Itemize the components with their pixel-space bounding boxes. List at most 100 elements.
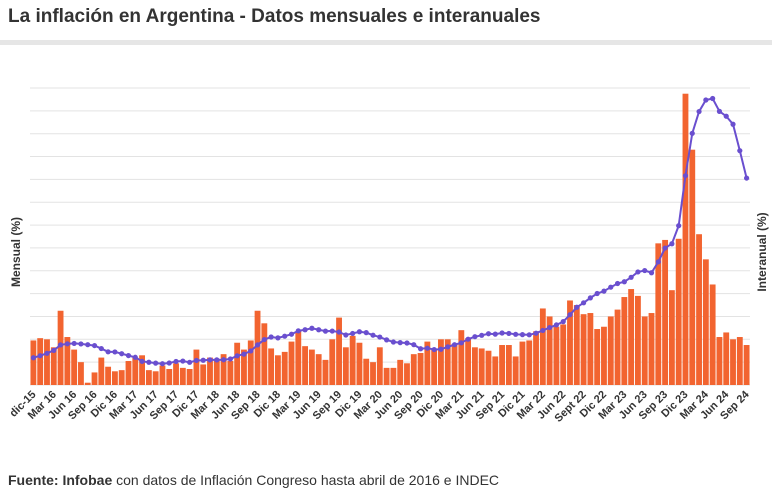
bar — [662, 239, 669, 385]
point — [533, 330, 539, 336]
bar — [390, 367, 397, 385]
point — [669, 241, 675, 247]
point — [71, 340, 77, 347]
point — [499, 330, 505, 336]
point — [37, 353, 43, 359]
point — [105, 349, 111, 355]
bar — [682, 93, 689, 385]
bar — [716, 337, 723, 385]
footer: Fuente: Infobae con datos de Inflación C… — [8, 472, 499, 488]
point — [98, 345, 104, 352]
point — [682, 173, 689, 179]
point — [78, 341, 84, 347]
bar — [376, 347, 383, 385]
bar — [404, 363, 410, 385]
point — [628, 274, 634, 280]
bar — [451, 343, 458, 385]
point — [540, 327, 546, 334]
bar — [628, 289, 635, 385]
bar — [71, 349, 78, 385]
point — [404, 340, 410, 346]
point — [363, 330, 369, 336]
bar — [159, 365, 166, 385]
point — [601, 288, 607, 294]
bar — [383, 367, 390, 385]
bar — [546, 316, 553, 385]
point — [119, 351, 125, 357]
bar — [64, 337, 71, 385]
bar — [247, 340, 254, 385]
bar — [675, 238, 682, 385]
bar — [336, 317, 342, 385]
point — [343, 332, 349, 338]
point — [200, 357, 206, 363]
point — [282, 333, 288, 339]
title-rule — [0, 40, 772, 45]
point — [336, 329, 342, 335]
point — [207, 357, 213, 363]
bar — [356, 342, 363, 385]
point — [125, 352, 132, 359]
bar — [139, 355, 145, 385]
bar — [431, 348, 438, 385]
point — [64, 341, 70, 347]
point — [159, 361, 166, 367]
bar — [567, 300, 573, 385]
bar — [702, 259, 709, 385]
point — [648, 270, 655, 276]
bar — [207, 357, 213, 385]
bar — [743, 345, 750, 385]
point — [689, 130, 695, 136]
point — [635, 269, 641, 275]
bar — [709, 284, 716, 385]
bar — [736, 337, 743, 385]
point — [51, 347, 57, 353]
point — [730, 121, 736, 127]
point — [472, 334, 478, 340]
point — [173, 358, 179, 365]
point — [248, 348, 254, 354]
bar — [302, 346, 309, 385]
bar — [648, 313, 655, 385]
bar — [200, 364, 207, 385]
bar — [78, 362, 84, 385]
point — [445, 344, 451, 350]
bar — [594, 329, 601, 385]
point — [526, 332, 532, 338]
point — [153, 360, 159, 366]
bar — [234, 342, 241, 385]
bar — [220, 354, 227, 385]
bar — [370, 362, 376, 385]
bar — [621, 297, 628, 385]
bar — [152, 371, 159, 385]
point — [431, 346, 437, 353]
bar — [730, 339, 736, 385]
bar — [342, 347, 349, 385]
point — [621, 279, 627, 285]
point — [146, 359, 152, 365]
bar — [607, 316, 614, 385]
bar — [295, 331, 302, 385]
point — [261, 336, 267, 343]
bar — [37, 338, 44, 385]
point — [438, 346, 444, 352]
bar — [145, 370, 152, 385]
point — [458, 340, 464, 346]
point — [322, 328, 329, 334]
point — [193, 357, 200, 364]
bar — [166, 369, 173, 385]
bar — [505, 345, 512, 385]
point — [710, 95, 716, 102]
point — [30, 355, 36, 361]
point — [417, 346, 424, 352]
point — [676, 223, 682, 229]
bar — [533, 331, 539, 385]
point — [275, 335, 281, 341]
bar — [560, 324, 567, 385]
bar — [499, 345, 505, 385]
y-axis-title: Mensual (%) — [9, 217, 23, 287]
point — [241, 351, 247, 357]
point — [44, 350, 50, 356]
footer-label: Fuente: — [8, 472, 59, 488]
